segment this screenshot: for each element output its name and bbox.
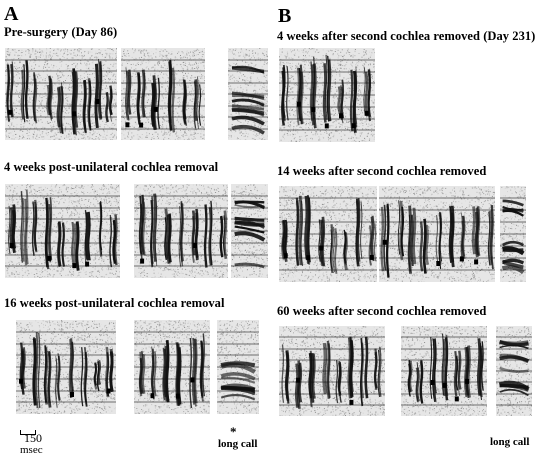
- spectrogram-b2-longcall: [500, 186, 526, 282]
- spectrogram-b1-call1: [279, 48, 375, 142]
- spectrogram-image: [500, 186, 526, 282]
- panel-b-label: B: [278, 6, 291, 26]
- spectrogram-b3-call1: [279, 326, 385, 416]
- spectrogram-a1-call1: [5, 48, 117, 140]
- spectrogram-image: [231, 184, 268, 278]
- spectrogram-a2-call2: [134, 184, 228, 278]
- spectrogram-image: [134, 320, 210, 414]
- panel-a-row-3-title: 16 weeks post-unilateral cochlea removal: [4, 296, 225, 311]
- panel-b-row-1-title: 4 weeks after second cochlea removed (Da…: [277, 29, 535, 44]
- spectrogram-image: [279, 186, 377, 282]
- spectrogram-b2-call1: [279, 186, 377, 282]
- spectrogram-a1-longcall: [228, 48, 268, 140]
- spectrogram-image: [5, 48, 117, 140]
- spectrogram-a3-call2: [134, 320, 210, 414]
- spectrogram-a3-call1: [16, 320, 116, 414]
- panel-b-row-3-title: 60 weeks after second cochlea removed: [277, 304, 486, 319]
- spectrogram-image: [217, 320, 259, 414]
- spectrogram-image: [401, 326, 487, 416]
- panel-a-row-2-title: 4 weeks post-unilateral cochlea removal: [4, 160, 218, 175]
- spectrogram-a3-longcall: [217, 320, 259, 414]
- panel-a-label: A: [4, 4, 18, 24]
- spectrogram-b3-call2: [401, 326, 487, 416]
- spectrogram-image: [279, 326, 385, 416]
- spectrogram-b2-call2: [379, 186, 495, 282]
- panel-a-row-1-title: Pre-surgery (Day 86): [4, 25, 117, 40]
- spectrogram-image: [16, 320, 116, 414]
- spectrogram-image: [5, 184, 120, 278]
- spectrogram-image: [228, 48, 268, 140]
- panel-b-row-2-title: 14 weeks after second cochlea removed: [277, 164, 486, 179]
- spectrogram-a1-call2: [121, 48, 205, 140]
- spectrogram-image: [134, 184, 228, 278]
- spectrogram-a2-call1: [5, 184, 120, 278]
- scale-bar-unit: msec: [20, 444, 43, 456]
- time-scale-bar-left-tick: [20, 430, 21, 435]
- spectrogram-image: [496, 326, 532, 416]
- spectrogram-image: [379, 186, 495, 282]
- spectrogram-b3-longcall: [496, 326, 532, 416]
- spectrogram-image: [121, 48, 205, 140]
- spectrogram-image: [279, 48, 375, 142]
- spectrogram-a2-longcall: [231, 184, 268, 278]
- panel-b-long-call-label: long call: [490, 436, 529, 448]
- panel-a-long-call-label: long call: [218, 438, 257, 450]
